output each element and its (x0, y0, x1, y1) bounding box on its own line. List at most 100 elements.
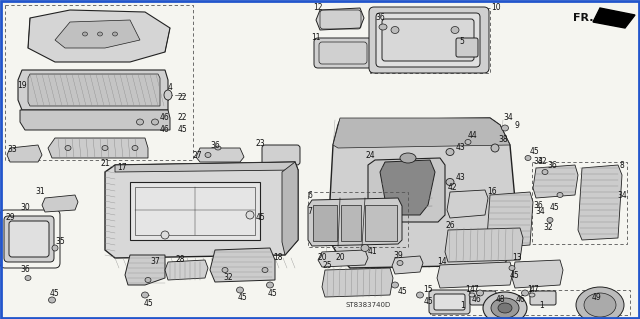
Text: 45: 45 (423, 298, 433, 307)
Text: 11: 11 (311, 33, 321, 42)
Bar (313, 205, 337, 241)
Ellipse shape (509, 265, 515, 271)
Text: 45: 45 (268, 288, 278, 298)
Text: 1: 1 (466, 286, 470, 294)
Polygon shape (308, 198, 402, 246)
Ellipse shape (491, 144, 499, 152)
Bar (430, 290, 630, 315)
Text: 10: 10 (491, 4, 501, 12)
Ellipse shape (49, 297, 56, 303)
Bar (135, 187, 255, 235)
Text: 26: 26 (445, 220, 455, 229)
FancyBboxPatch shape (314, 38, 372, 68)
Text: 22: 22 (177, 114, 187, 122)
Ellipse shape (132, 145, 138, 151)
Text: 45: 45 (50, 288, 60, 298)
Polygon shape (447, 190, 488, 218)
Text: 46: 46 (160, 125, 170, 135)
Polygon shape (368, 158, 445, 222)
Polygon shape (28, 10, 170, 62)
Ellipse shape (205, 152, 211, 158)
Text: 46: 46 (516, 295, 526, 305)
Polygon shape (437, 262, 513, 288)
Text: 36: 36 (20, 265, 30, 275)
Text: 47: 47 (470, 285, 480, 293)
Polygon shape (125, 255, 165, 285)
Polygon shape (105, 162, 298, 258)
Text: 1: 1 (540, 301, 545, 310)
Ellipse shape (262, 268, 268, 272)
Ellipse shape (529, 293, 535, 297)
Text: 45: 45 (238, 293, 248, 302)
Text: 30: 30 (20, 204, 30, 212)
Text: 1: 1 (527, 286, 532, 294)
Text: 47: 47 (530, 285, 540, 293)
Text: 20: 20 (335, 253, 345, 262)
Text: 29: 29 (5, 213, 15, 222)
Ellipse shape (391, 26, 399, 33)
Polygon shape (512, 260, 563, 288)
Ellipse shape (97, 32, 102, 36)
Bar (365, 205, 397, 241)
Ellipse shape (102, 145, 108, 151)
Bar (308, 192, 408, 247)
Ellipse shape (266, 282, 273, 288)
Polygon shape (282, 162, 298, 255)
Bar (341, 205, 361, 241)
Ellipse shape (222, 268, 228, 272)
Bar (532, 162, 627, 244)
FancyBboxPatch shape (470, 291, 496, 305)
Text: 18: 18 (273, 254, 283, 263)
FancyBboxPatch shape (434, 294, 465, 310)
Ellipse shape (246, 211, 254, 219)
Polygon shape (7, 145, 42, 162)
Polygon shape (55, 20, 140, 48)
Ellipse shape (576, 287, 624, 319)
Polygon shape (578, 165, 622, 240)
Text: 36: 36 (210, 140, 220, 150)
Text: 49: 49 (592, 293, 602, 302)
Ellipse shape (145, 278, 151, 283)
Ellipse shape (141, 292, 148, 298)
Text: 34: 34 (535, 207, 545, 217)
FancyBboxPatch shape (530, 291, 556, 305)
Text: 24: 24 (365, 151, 375, 160)
Text: 4: 4 (168, 84, 172, 93)
FancyBboxPatch shape (382, 19, 474, 61)
Polygon shape (533, 165, 578, 198)
Polygon shape (196, 148, 244, 162)
Ellipse shape (477, 290, 483, 296)
Text: 25: 25 (322, 261, 332, 270)
Ellipse shape (164, 90, 172, 100)
Text: 20: 20 (317, 254, 327, 263)
Polygon shape (18, 70, 168, 110)
Ellipse shape (542, 169, 548, 174)
Text: 32: 32 (543, 224, 553, 233)
Bar (130, 182, 260, 240)
Ellipse shape (547, 218, 553, 222)
Text: 45: 45 (397, 287, 407, 296)
Polygon shape (48, 138, 148, 158)
Ellipse shape (525, 155, 531, 160)
Text: 43: 43 (455, 174, 465, 182)
Polygon shape (115, 162, 298, 172)
Text: 5: 5 (460, 38, 465, 47)
Text: 34: 34 (617, 190, 627, 199)
Text: 44: 44 (467, 130, 477, 139)
Text: 34: 34 (503, 114, 513, 122)
Text: 32: 32 (223, 273, 233, 283)
Ellipse shape (83, 32, 88, 36)
Text: ST8383740D: ST8383740D (345, 302, 390, 308)
Polygon shape (380, 160, 435, 215)
Text: 32: 32 (537, 158, 547, 167)
Text: 17: 17 (117, 164, 127, 173)
Ellipse shape (491, 298, 519, 318)
Ellipse shape (502, 125, 509, 131)
Text: 43: 43 (455, 144, 465, 152)
Ellipse shape (52, 245, 58, 251)
Polygon shape (392, 256, 423, 274)
Text: 12: 12 (313, 4, 323, 12)
Ellipse shape (446, 149, 454, 155)
Ellipse shape (379, 24, 387, 30)
Text: 31: 31 (35, 188, 45, 197)
